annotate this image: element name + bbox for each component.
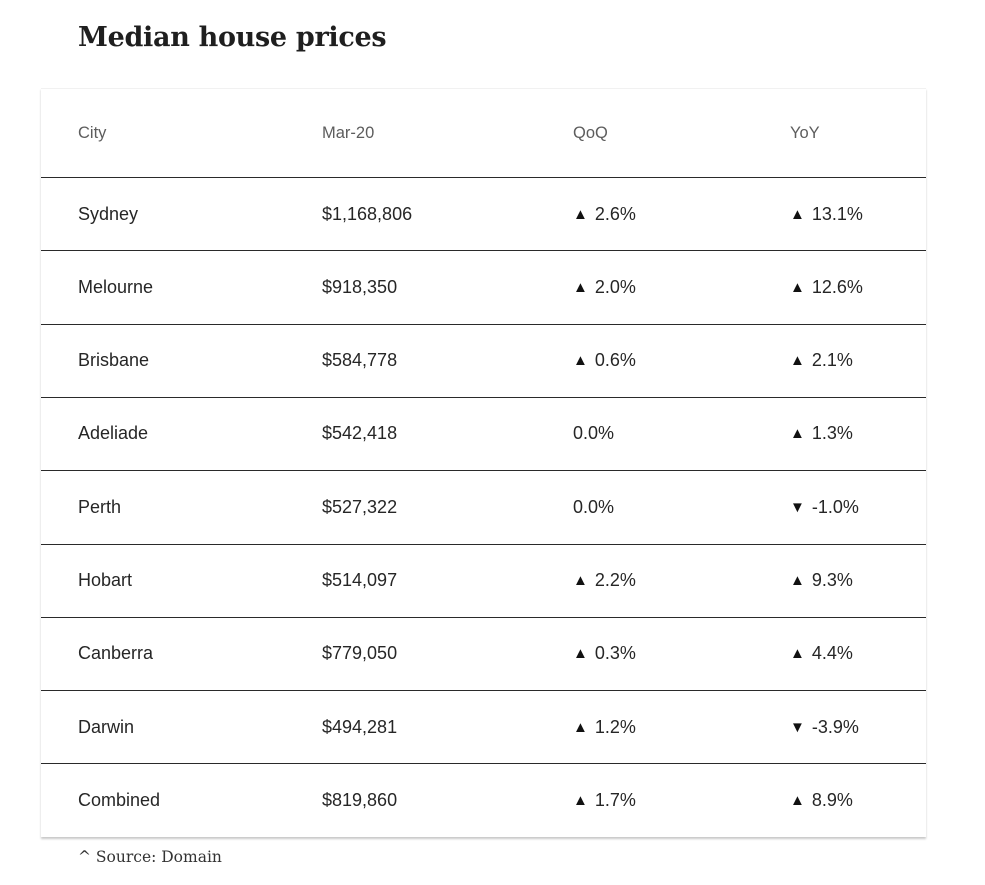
yoy-cell-value: 8.9%: [811, 789, 853, 810]
yoy-cell: ▲ 8.9%: [790, 764, 853, 836]
yoy-cell: ▲ 12.6%: [790, 251, 863, 323]
qoq-cell-value: 0.3%: [594, 643, 636, 664]
table-row: Hobart $514,097 ▲ 2.2% ▲ 9.3%: [41, 543, 926, 617]
up-triangle-icon: ▲: [573, 718, 588, 736]
price-cell: $918,350: [322, 276, 398, 297]
up-triangle-icon: ▲: [790, 278, 805, 296]
yoy-cell-value: -1.0%: [811, 496, 859, 517]
qoq-cell: ▲ 2.6%: [573, 178, 636, 250]
yoy-cell: ▼ -3.9%: [790, 691, 859, 763]
yoy-cell-value: 12.6%: [811, 276, 863, 297]
up-triangle-icon: ▲: [573, 278, 588, 296]
column-header-city: City: [78, 123, 107, 142]
up-triangle-icon: ▲: [790, 352, 805, 370]
price-cell: $584,778: [322, 350, 398, 371]
yoy-cell: ▲ 2.1%: [790, 325, 853, 397]
table-header-row: City Mar-20 QoQ YoY: [41, 89, 926, 177]
price-cell: $527,322: [322, 496, 398, 517]
column-header-qoq: QoQ: [573, 123, 608, 142]
qoq-cell-value: 0.0%: [573, 423, 615, 444]
table-row: Canberra $779,050 ▲ 0.3% ▲ 4.4%: [41, 616, 926, 690]
up-triangle-icon: ▲: [790, 645, 805, 663]
qoq-cell: ▲ 0.3%: [573, 618, 636, 690]
up-triangle-icon: ▲: [573, 791, 588, 809]
up-triangle-icon: ▲: [573, 572, 588, 589]
source-note: ^ Source: Domain: [78, 848, 222, 866]
qoq-cell: ▲ 2.0%: [573, 251, 636, 323]
yoy-cell-value: 1.3%: [811, 423, 853, 444]
yoy-cell-value: 4.4%: [811, 643, 853, 664]
yoy-cell: ▲ 1.3%: [790, 398, 853, 470]
city-cell: Combined: [78, 789, 161, 810]
yoy-cell-value: 2.1%: [811, 350, 853, 371]
up-triangle-icon: ▲: [573, 645, 588, 663]
price-cell: $1,168,806: [322, 203, 413, 224]
yoy-cell-value: 9.3%: [811, 570, 853, 590]
qoq-cell: 0.0%: [573, 398, 614, 470]
city-cell: Perth: [78, 496, 122, 517]
price-cell: $542,418: [322, 423, 398, 444]
price-cell: $779,050: [322, 643, 398, 664]
table-row: Darwin $494,281 ▲ 1.2% ▼ -3.9%: [41, 690, 926, 763]
column-header-price: Mar-20: [322, 123, 375, 142]
city-cell: Sydney: [78, 203, 139, 224]
city-cell: Darwin: [78, 716, 135, 737]
up-triangle-icon: ▲: [573, 352, 588, 370]
price-table: City Mar-20 QoQ YoY Sydney $1,168,806 ▲ 2.6…: [41, 88, 926, 837]
qoq-cell: ▲ 1.2%: [573, 691, 636, 763]
qoq-cell-value: 2.2%: [594, 570, 636, 590]
table-row: Melourne $918,350 ▲ 2.0% ▲ 12.6%: [41, 250, 926, 323]
yoy-cell: ▲ 9.3%: [790, 545, 853, 617]
table-row: Sydney $1,168,806 ▲ 2.6% ▲ 13.1%: [41, 177, 926, 250]
up-triangle-icon: ▲: [790, 791, 805, 809]
price-cell: $494,281: [322, 716, 398, 737]
up-triangle-icon: ▲: [573, 205, 588, 223]
yoy-cell: ▲ 4.4%: [790, 618, 853, 690]
city-cell: Canberra: [78, 643, 154, 664]
down-triangle-icon: ▼: [790, 718, 805, 736]
city-cell: Hobart: [78, 570, 133, 590]
yoy-cell: ▼ -1.0%: [790, 471, 859, 543]
up-triangle-icon: ▲: [790, 205, 805, 223]
city-cell: Adeliade: [78, 423, 149, 444]
table-row: Combined $819,860 ▲ 1.7% ▲ 8.9%: [41, 763, 926, 836]
qoq-cell: 0.0%: [573, 471, 614, 543]
price-cell: $819,860: [322, 789, 398, 810]
chart-title: Median house prices: [78, 22, 387, 53]
up-triangle-icon: ▲: [790, 572, 805, 589]
city-cell: Brisbane: [78, 350, 150, 371]
qoq-cell-value: 1.7%: [594, 789, 636, 810]
table-row: Perth $527,322 0.0% ▼ -1.0%: [41, 470, 926, 543]
yoy-cell-value: 13.1%: [811, 203, 863, 224]
yoy-cell: ▲ 13.1%: [790, 178, 863, 250]
yoy-cell-value: -3.9%: [811, 716, 859, 737]
qoq-cell-value: 0.0%: [573, 496, 615, 517]
column-header-yoy: YoY: [790, 123, 820, 142]
table-row: Adeliade $542,418 0.0% ▲ 1.3%: [41, 396, 926, 470]
qoq-cell-value: 1.2%: [594, 716, 636, 737]
price-cell: $514,097: [322, 570, 398, 590]
down-triangle-icon: ▼: [790, 498, 805, 516]
table-row: Brisbane $584,778 ▲ 0.6% ▲ 2.1%: [41, 323, 926, 397]
city-cell: Melourne: [78, 276, 154, 297]
qoq-cell: ▲ 0.6%: [573, 325, 636, 397]
qoq-cell: ▲ 2.2%: [573, 545, 636, 617]
qoq-cell-value: 2.0%: [594, 276, 636, 297]
up-triangle-icon: ▲: [790, 425, 805, 443]
qoq-cell: ▲ 1.7%: [573, 764, 636, 836]
qoq-cell-value: 0.6%: [594, 350, 636, 371]
qoq-cell-value: 2.6%: [594, 203, 636, 224]
